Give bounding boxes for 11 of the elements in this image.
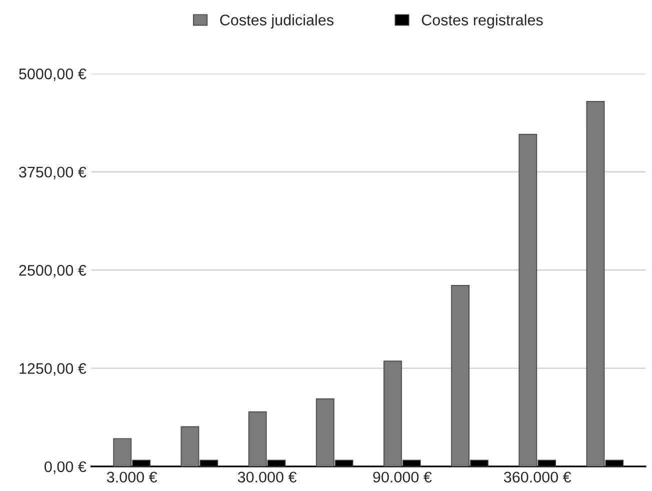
- x-tick-label: 90.000 €: [373, 472, 432, 483]
- y-tick-label: 1250,00 €: [20, 363, 86, 376]
- x-tick-label: 360.000 €: [504, 472, 572, 483]
- y-tick-label: 2500,00 €: [19, 264, 86, 278]
- legend-label: Costes judiciales: [220, 14, 334, 28]
- x-tick-label: 3.000 €: [106, 472, 158, 483]
- y-tick-label: 0,00 €: [44, 461, 86, 474]
- legend-label: Costes registrales: [422, 14, 543, 28]
- y-tick-label: 3750,00 €: [19, 166, 86, 180]
- x-tick-label: 30.000 €: [238, 472, 297, 483]
- y-tick-label: 5000,00 €: [19, 68, 86, 82]
